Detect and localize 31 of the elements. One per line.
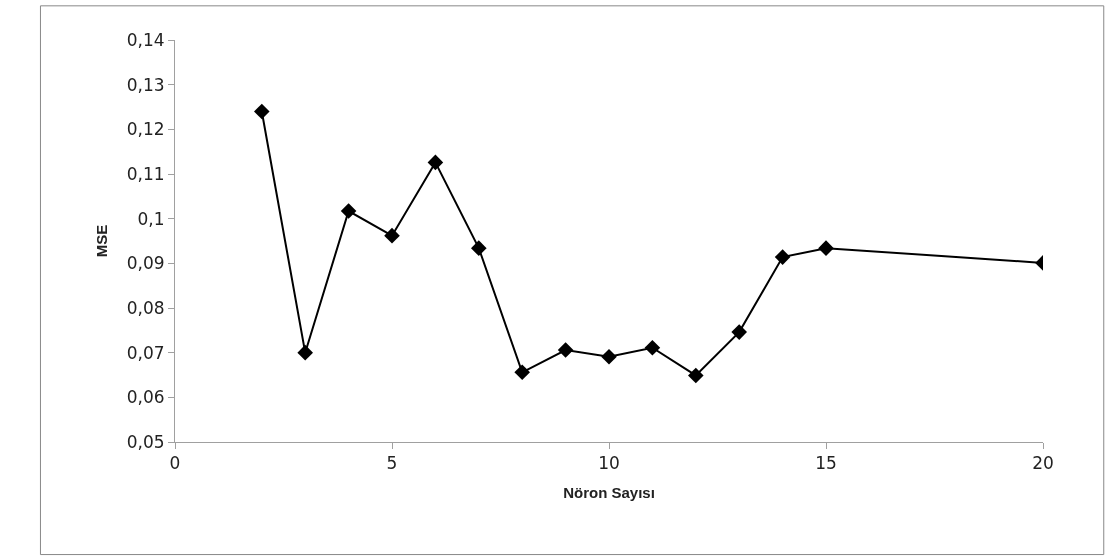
point: [384, 227, 400, 244]
point: [688, 367, 704, 384]
point: [774, 249, 791, 265]
y-tick-label: 0,07: [126, 342, 165, 363]
point: [731, 324, 747, 340]
point: [471, 240, 487, 256]
point: [514, 364, 530, 381]
point: [644, 339, 661, 356]
point: [557, 342, 574, 358]
point: [601, 348, 617, 365]
y-tick-label: 0,08: [126, 297, 165, 318]
y-tick-label: 0,1: [137, 208, 165, 229]
y-tick-label: 0,06: [126, 387, 165, 408]
x-tick-label: 20: [1032, 453, 1054, 474]
y-tick-label: 0,13: [126, 74, 165, 95]
x-tick-label: 10: [598, 453, 620, 474]
point: [297, 344, 313, 361]
x-axis-title: Nöron Sayısı: [563, 484, 655, 502]
x-tick-label: 15: [815, 453, 837, 474]
point: [818, 240, 834, 256]
x-tick-label: 5: [386, 453, 398, 474]
y-tick-label: 0,05: [126, 431, 165, 452]
y-tick-label: 0,14: [126, 29, 165, 50]
point: [427, 154, 444, 171]
y-tick-label: 0,09: [126, 253, 165, 274]
x-tick-label: 0: [169, 453, 181, 474]
y-axis-title: MSE: [92, 224, 110, 258]
point: [340, 203, 357, 219]
y-tick-label: 0,11: [126, 163, 165, 184]
y-tick-label: 0,12: [126, 119, 165, 140]
point: [254, 103, 270, 120]
